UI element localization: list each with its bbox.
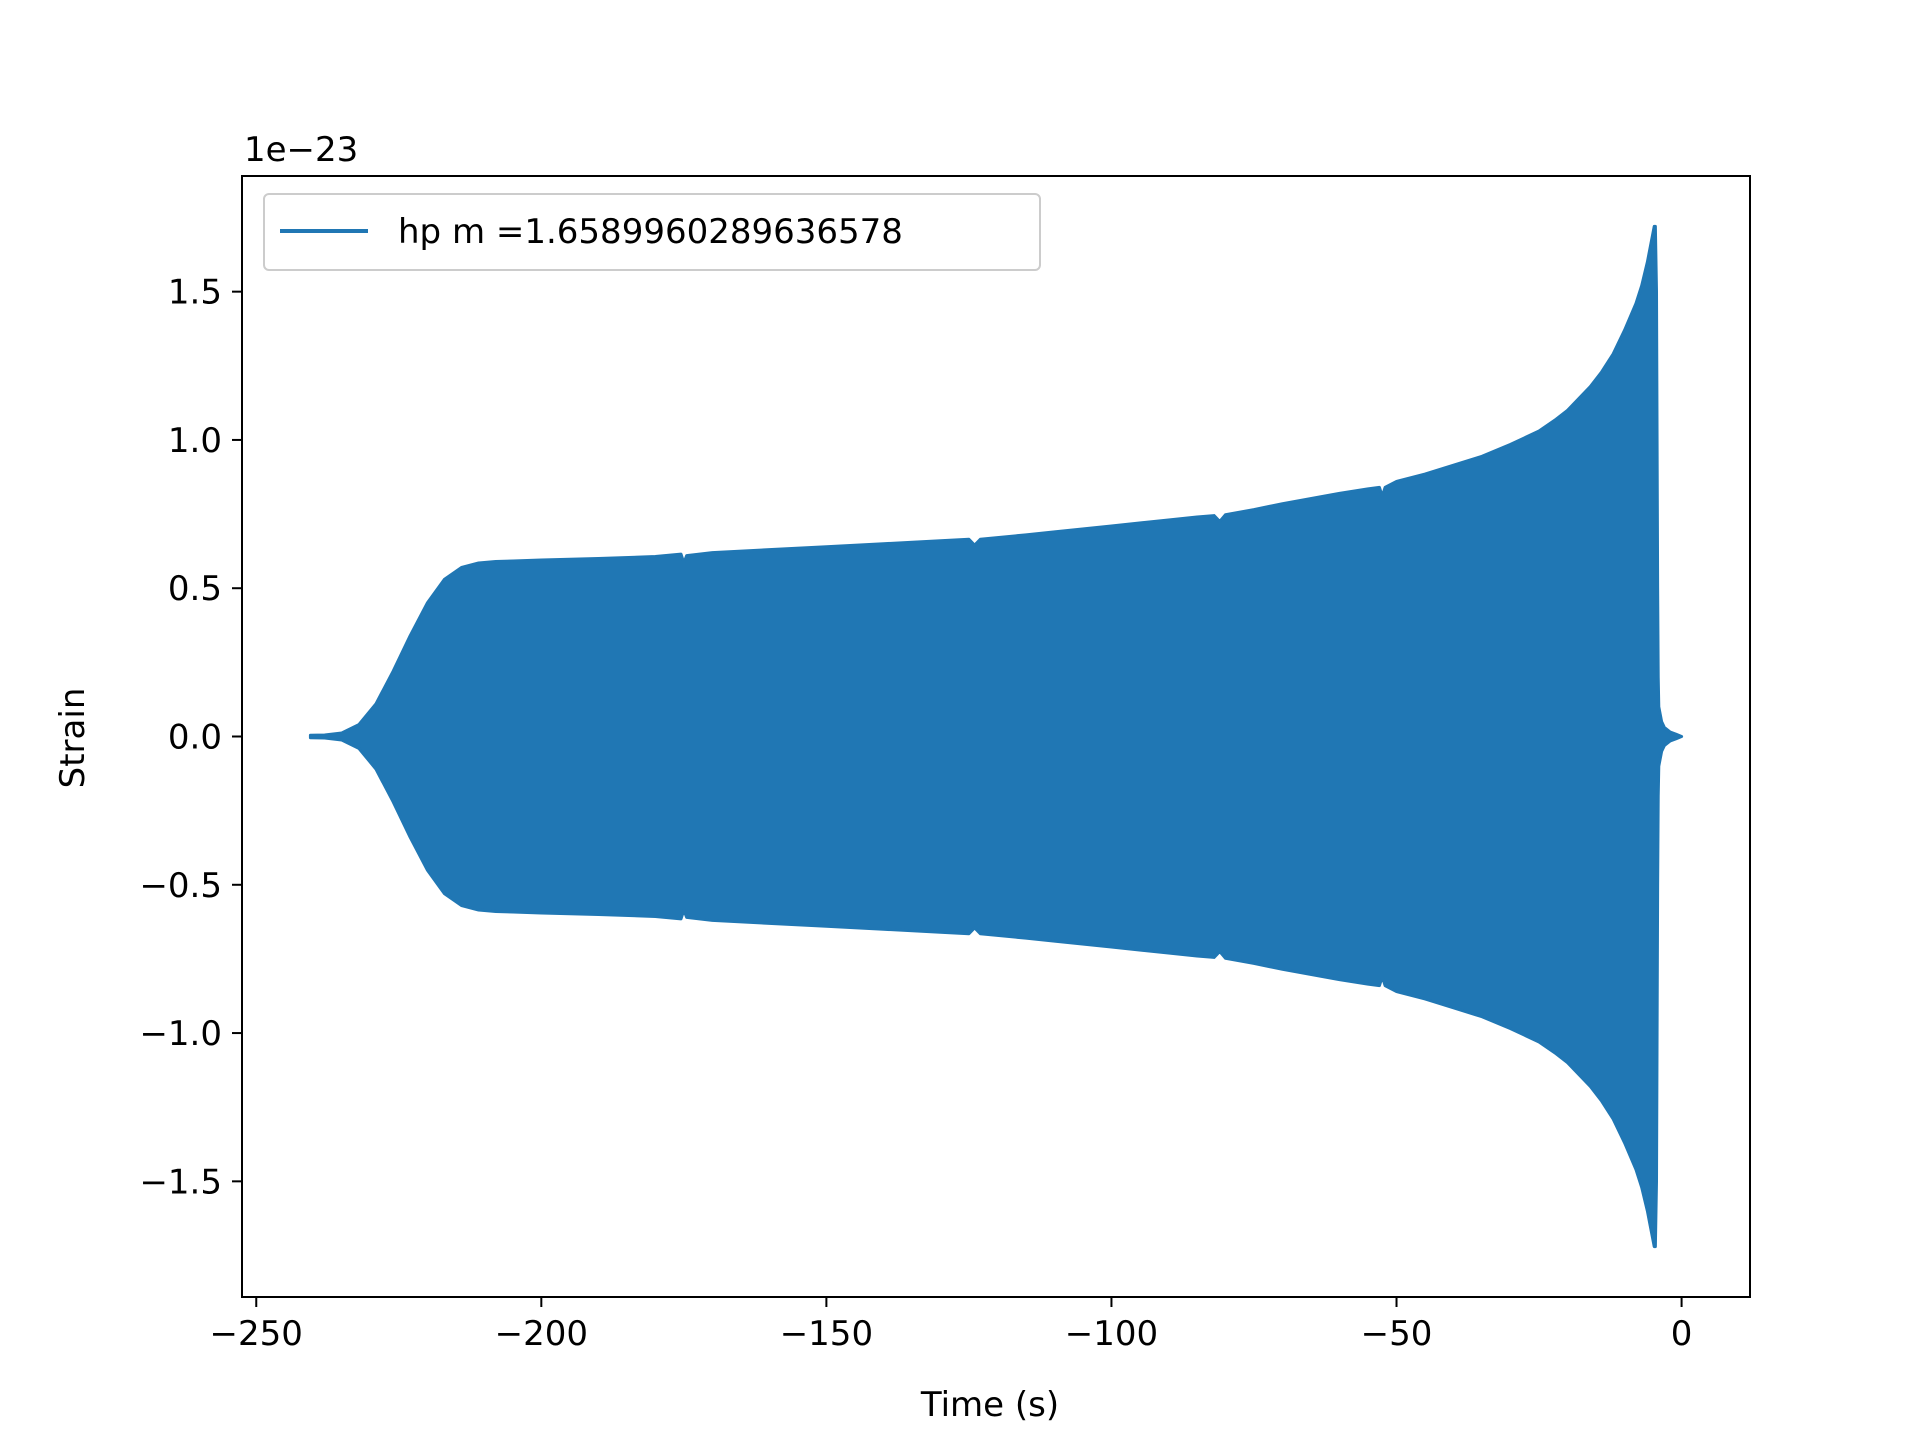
x-tick-label: 0	[1671, 1314, 1693, 1354]
y-tick-label: −1.5	[139, 1162, 222, 1202]
series-hp-waveform	[308, 224, 1684, 1249]
y-tick-label: 0.5	[168, 569, 222, 609]
axes-frame	[241, 175, 1751, 1298]
x-tick-label: −50	[1361, 1314, 1433, 1354]
y-tick-label: 1.5	[168, 273, 222, 313]
legend-box	[263, 193, 1041, 271]
x-axis-label: Time (s)	[920, 1385, 1059, 1425]
legend: hp m =1.6589960289636578	[263, 193, 1041, 271]
x-tick-label: −150	[780, 1314, 873, 1354]
y-axis-label: Strain	[53, 688, 93, 789]
x-tick-label: −100	[1065, 1314, 1158, 1354]
x-tick-label: −250	[210, 1314, 303, 1354]
x-axis-ticks: −250 −200 −150 −100 −50 0	[210, 1297, 1693, 1354]
x-tick-label: −200	[495, 1314, 588, 1354]
y-axis-ticks: −1.5 −1.0 −0.5 0.0 0.5 1.0 1.5	[139, 273, 242, 1202]
legend-label: hp m =1.6589960289636578	[398, 212, 903, 252]
y-offset-label: 1e−23	[244, 130, 358, 170]
y-tick-label: 1.0	[168, 421, 222, 461]
plot-area	[308, 224, 1684, 1249]
y-tick-label: 0.0	[168, 718, 222, 758]
y-tick-label: −0.5	[139, 866, 222, 906]
y-tick-label: −1.0	[139, 1014, 222, 1054]
